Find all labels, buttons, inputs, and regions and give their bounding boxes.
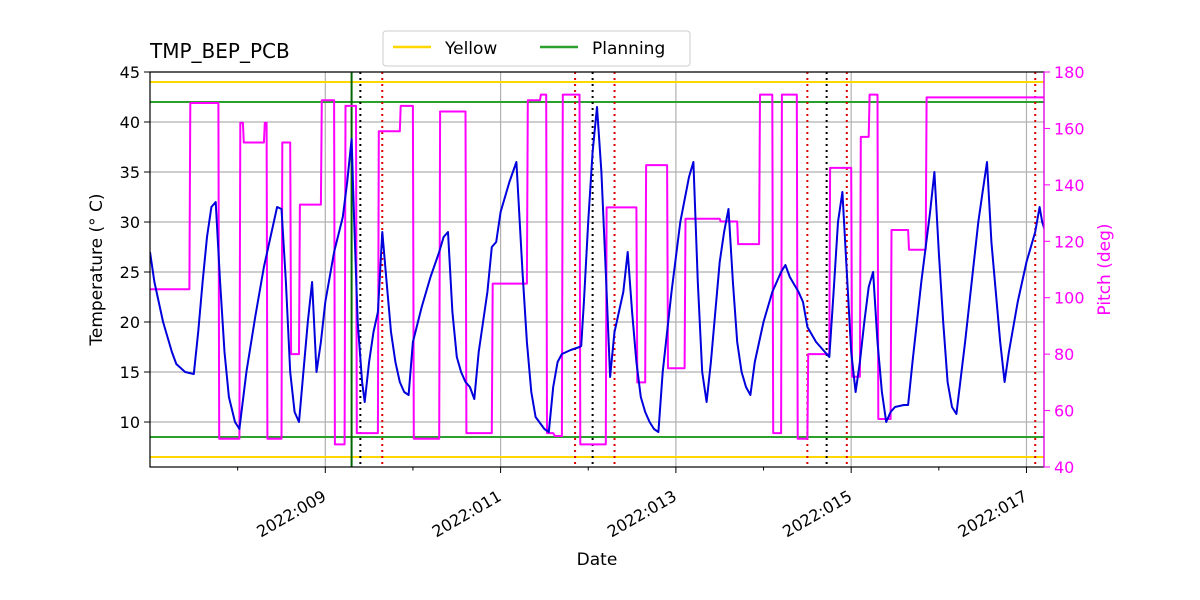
y-tick-label: 25 (120, 263, 140, 282)
legend-label: Planning (592, 39, 665, 59)
y2-tick-label: 120 (1054, 232, 1085, 251)
legend: Yellow Planning (382, 30, 691, 67)
chart-title: TMP_BEP_PCB (149, 39, 290, 63)
y-tick-label: 45 (120, 63, 140, 82)
y-tick-label: 40 (120, 113, 140, 132)
y-tick-label: 15 (120, 363, 140, 382)
x-axis-label: Date (577, 550, 618, 570)
legend-label: Yellow (444, 39, 497, 59)
y2-tick-label: 80 (1054, 345, 1074, 364)
y-tick-label: 35 (120, 163, 140, 182)
y2-tick-label: 160 (1054, 119, 1085, 138)
y-tick-label: 20 (120, 313, 140, 332)
y2-tick-label: 100 (1054, 289, 1085, 308)
x-tick-label: 2022:011 (429, 486, 505, 541)
y-tick-label: 30 (120, 213, 140, 232)
temperature-line (150, 106, 1044, 433)
y2-tick-label: 140 (1054, 176, 1085, 195)
y2-tick-label: 60 (1054, 402, 1074, 421)
series-layer (150, 93, 1044, 446)
y-tick-label: 10 (120, 413, 140, 432)
grid-layer (150, 71, 1044, 467)
limits-layer (150, 81, 1044, 458)
vertical-markers (350, 72, 1037, 467)
x-tick-label: 2022:015 (779, 486, 855, 541)
y2-axis-label: Pitch (deg) (1095, 223, 1115, 315)
x-tick-label: 2022:013 (604, 486, 680, 541)
y2-tick-label: 180 (1054, 63, 1085, 82)
x-tick-label: 2022:009 (253, 486, 329, 541)
x-tick-label: 2022:017 (955, 486, 1031, 541)
plot-frame (149, 71, 1045, 468)
pitch-line (150, 93, 1044, 446)
y2-tick-label: 40 (1054, 458, 1074, 477)
legend-box (382, 30, 691, 67)
y-axis-label: Temperature (° C) (87, 193, 107, 346)
